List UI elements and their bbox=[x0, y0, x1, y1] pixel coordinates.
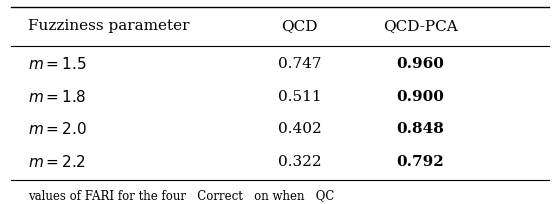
Text: QCD: QCD bbox=[281, 20, 318, 33]
Text: $m = 1.8$: $m = 1.8$ bbox=[28, 89, 86, 105]
Text: 0.402: 0.402 bbox=[278, 122, 321, 136]
Text: 0.900: 0.900 bbox=[396, 90, 444, 104]
Text: 0.960: 0.960 bbox=[396, 57, 444, 71]
Text: 0.848: 0.848 bbox=[396, 122, 444, 136]
Text: 0.511: 0.511 bbox=[278, 90, 321, 104]
Text: $m = 2.2$: $m = 2.2$ bbox=[28, 154, 85, 170]
Text: values of FARI for the four   Correct   on when   QC: values of FARI for the four Correct on w… bbox=[28, 189, 334, 202]
Text: $m = 1.5$: $m = 1.5$ bbox=[28, 56, 86, 72]
Text: QCD-PCA: QCD-PCA bbox=[382, 20, 458, 33]
Text: $m = 2.0$: $m = 2.0$ bbox=[28, 121, 87, 137]
Text: Fuzziness parameter: Fuzziness parameter bbox=[28, 20, 189, 33]
Text: 0.322: 0.322 bbox=[278, 155, 321, 169]
Text: 0.792: 0.792 bbox=[396, 155, 444, 169]
Text: 0.747: 0.747 bbox=[278, 57, 321, 71]
